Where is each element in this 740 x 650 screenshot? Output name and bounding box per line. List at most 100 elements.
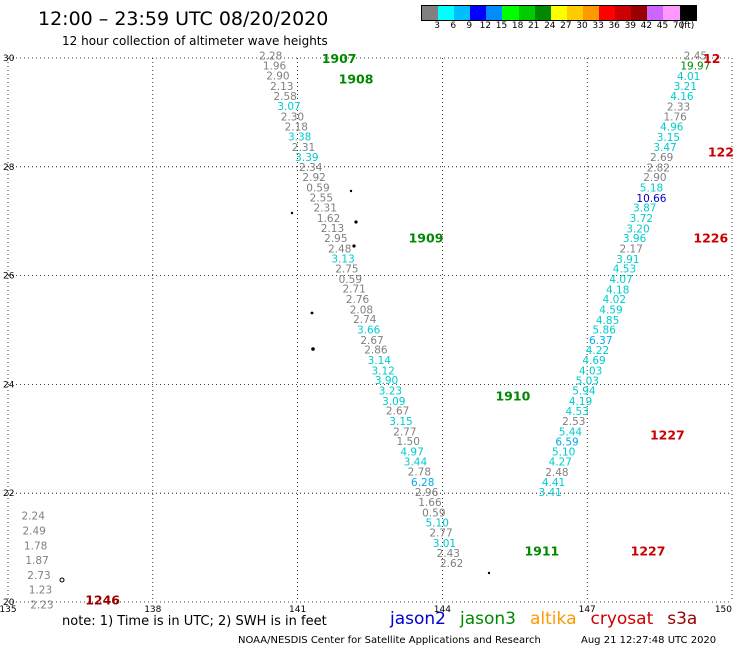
wave-height-value: 4.01 — [677, 71, 700, 83]
wave-height-value: 3.90 — [375, 375, 398, 387]
wave-height-value: 4.07 — [609, 274, 632, 286]
wave-height-value: 4.85 — [596, 315, 619, 327]
wave-height-value: 3.38 — [288, 131, 311, 143]
legend-swatch — [454, 6, 471, 20]
track-time-label: 1227 — [631, 543, 666, 558]
wave-height-value: 2.78 — [408, 467, 431, 479]
wave-height-value: 3.09 — [382, 396, 405, 408]
island-markers — [59, 189, 491, 583]
wave-height-value: 2.23 — [30, 599, 53, 611]
generated-timestamp: Aug 21 12:27:48 UTC 2020 — [581, 635, 717, 646]
legend-swatch — [518, 6, 535, 20]
lat-tick-label: 20 — [3, 598, 15, 608]
wave-height-value: 1.23 — [29, 585, 52, 597]
wave-height-value: 2.69 — [650, 152, 673, 164]
island-marker — [487, 571, 491, 575]
wave-height-value: 3.41 — [538, 487, 561, 499]
legend-swatch — [534, 6, 551, 20]
lat-lon-grid — [7, 57, 733, 603]
track-time-label: 1226 — [693, 231, 728, 246]
wave-height-value: 2.34 — [299, 162, 323, 174]
lat-tick-label: 24 — [3, 380, 15, 390]
wave-height-value: 1.66 — [418, 497, 442, 509]
legend-label: 30 — [576, 21, 588, 31]
wave-height-value: 4.69 — [582, 355, 605, 367]
legend-label: 70 — [672, 21, 685, 31]
wave-height-value: 10.66 — [636, 193, 666, 205]
wave-height-value: 2.74 — [353, 314, 377, 326]
wave-height-value: 2.48 — [545, 467, 568, 479]
legend-swatch — [502, 6, 519, 20]
legend-label: 27 — [560, 21, 572, 31]
track-time-labels: 1907 1908 1909 1910 1911 12 122 1226 1227 1227 124… — [85, 51, 734, 607]
legend-swatch — [631, 6, 648, 20]
track-time-label: 1909 — [409, 231, 444, 246]
legend-swatch — [438, 6, 455, 20]
island-marker — [354, 220, 358, 224]
legend-label: 21 — [527, 21, 540, 31]
wave-height-value: 1.96 — [263, 61, 287, 73]
wave-height-value: 2.31 — [314, 203, 337, 215]
track-time-label: 1908 — [339, 72, 374, 87]
wave-height-value: 3.12 — [371, 365, 394, 377]
credit-line: NOAA/NESDIS Center for Satellite Applica… — [238, 635, 541, 646]
legend-label: 3 — [434, 21, 440, 31]
wave-height-value: 1.50 — [397, 436, 420, 448]
wave-height-value: 19.97 — [680, 61, 710, 73]
legend-swatch — [550, 6, 567, 20]
wave-height-value: 2.58 — [273, 91, 296, 103]
axis-tick-labels: 135 138 141 144 147 150 20 22 24 26 28 30 — [0, 54, 732, 615]
wave-height-value: 3.15 — [389, 416, 412, 428]
wave-height-value: 6.28 — [411, 477, 434, 489]
wave-height-value: 4.27 — [549, 457, 572, 469]
wave-height-value: 5.10 — [426, 518, 449, 530]
wave-height-value: 3.39 — [295, 152, 318, 164]
wave-height-value: 2.33 — [667, 102, 690, 114]
wave-height-value: 2.53 — [562, 416, 585, 428]
wave-height-value: 6.59 — [555, 437, 578, 449]
legend-swatch — [615, 6, 632, 20]
satellite-name: altika — [530, 609, 577, 629]
island-marker — [349, 189, 353, 193]
legend-label: 24 — [544, 21, 556, 31]
wave-height-value: 2.82 — [647, 162, 670, 174]
wave-height-value: 2.43 — [437, 548, 460, 560]
wave-height-value: 1.76 — [663, 111, 687, 123]
legend-label: 9 — [466, 21, 473, 31]
lon-tick-label: 144 — [434, 605, 451, 615]
lon-tick-label: 147 — [579, 605, 596, 615]
wave-height-value: 2.67 — [386, 406, 409, 418]
wave-height-value: 1.78 — [24, 541, 47, 553]
track-time-label: 1911 — [524, 543, 559, 558]
track-time-label: 12 — [703, 51, 720, 66]
lon-tick-label: 138 — [144, 605, 161, 615]
wave-height-value: 4.03 — [579, 365, 602, 377]
wave-height-value: 3.23 — [379, 385, 402, 397]
wave-height-value: 3.96 — [623, 233, 647, 245]
lat-tick-label: 22 — [3, 489, 14, 499]
wave-height-value: 4.16 — [670, 91, 694, 103]
wave-height-value: 4.59 — [599, 304, 622, 316]
wave-height-values: 2.281.962.902.132.583.072.302.183.382.31… — [22, 50, 711, 611]
wave-height-value: 2.96 — [415, 487, 439, 499]
wave-height-value: 3.21 — [674, 81, 697, 93]
wave-height-value: 1.62 — [317, 213, 340, 225]
lon-tick-label: 141 — [289, 605, 306, 615]
wave-height-value: 2.67 — [360, 335, 383, 347]
wave-height-value: 2.28 — [259, 50, 282, 62]
wave-height-value: 2.90 — [266, 70, 289, 82]
wave-height-value: 2.95 — [324, 233, 347, 245]
units-note: note: 1) Time is in UTC; 2) SWH is in fe… — [62, 614, 327, 629]
legend-swatch — [679, 6, 696, 20]
wave-height-value: 4.96 — [660, 122, 684, 134]
map-subtitle: 12 hour collection of altimeter wave hei… — [62, 34, 328, 48]
wave-height-value: 2.62 — [440, 558, 463, 570]
wave-height-value: 3.47 — [653, 142, 676, 154]
map-title: 12:00 – 23:59 UTC 08/20/2020 — [38, 8, 329, 30]
wave-height-value: 3.44 — [404, 457, 428, 469]
wave-height-value: 2.55 — [310, 192, 333, 204]
satellite-legend: jason2 jason3 altika cryosat s3a — [390, 609, 711, 629]
wave-height-value: 4.02 — [603, 294, 626, 306]
wave-height-value: 1.87 — [25, 555, 48, 567]
